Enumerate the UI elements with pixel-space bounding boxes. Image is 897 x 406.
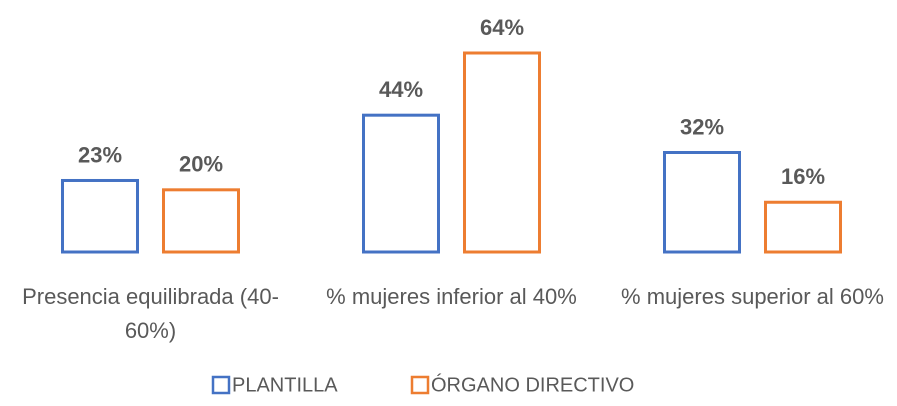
x-tick-label: % mujeres superior al 60% [621,284,884,309]
data-label: 32% [680,114,724,139]
legend-swatch [211,375,231,395]
bar [61,178,139,254]
data-label: 20% [179,152,223,177]
data-label: 64% [480,15,524,40]
x-tick-label: Presencia equilibrada (40-60%) [22,284,279,343]
bar [764,200,842,254]
bar [362,113,440,254]
bar [663,151,741,254]
x-tick-label: % mujeres inferior al 40% [326,284,577,309]
data-label: 16% [781,164,825,189]
data-label: 23% [78,142,122,167]
data-label: 44% [379,77,423,102]
legend-label: PLANTILLA [232,374,338,396]
legend-label: ÓRGANO DIRECTIVO [431,373,634,396]
bar [463,51,541,254]
legend-swatch [410,375,430,395]
bar [162,188,240,254]
